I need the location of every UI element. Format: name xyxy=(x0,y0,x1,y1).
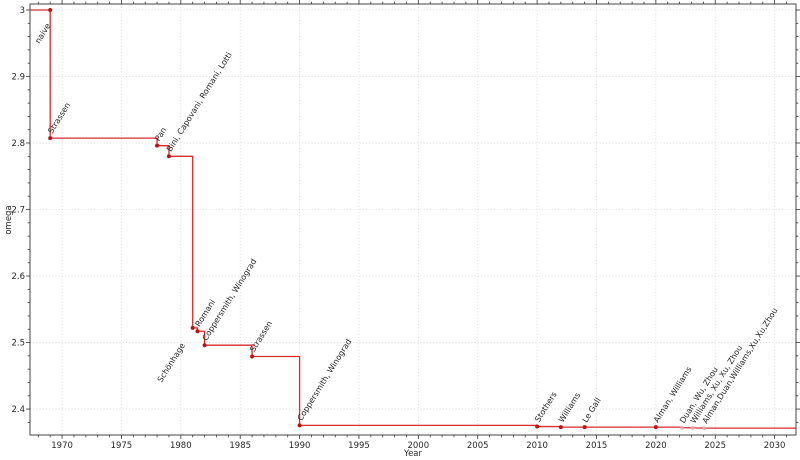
data-point-markers xyxy=(48,7,707,430)
data-point xyxy=(297,423,302,428)
x-tick-label: 1985 xyxy=(229,441,251,451)
data-point xyxy=(582,425,587,430)
point-label: Le Gall xyxy=(581,396,603,424)
data-point xyxy=(680,425,684,430)
axes-and-ticks xyxy=(26,0,800,439)
point-label: Schönhage xyxy=(156,341,187,384)
omega-step-line xyxy=(30,9,796,429)
x-tick-label: 1995 xyxy=(348,441,370,451)
x-tick-label: 2000 xyxy=(407,441,429,451)
step-line-series xyxy=(30,9,796,429)
x-tick-label: 2015 xyxy=(586,441,608,451)
x-tick-label: 2025 xyxy=(704,441,726,451)
x-tick-label: 1980 xyxy=(170,441,192,451)
data-point xyxy=(535,424,540,429)
y-tick-label: 3 xyxy=(20,6,25,16)
y-tick-label: 2.6 xyxy=(11,272,25,282)
data-point xyxy=(48,136,53,141)
gridlines xyxy=(30,4,796,435)
x-tick-label: 2005 xyxy=(467,441,489,451)
y-axis-label: omega xyxy=(4,205,14,234)
plot-spines xyxy=(29,3,797,436)
data-point xyxy=(166,154,171,159)
x-tick-label: 2030 xyxy=(764,441,786,451)
data-point xyxy=(702,426,707,430)
tick-labels: 1970 1975 1980 1985 1990 1995 2000 2005 2010 2015… xyxy=(11,6,785,451)
data-point xyxy=(202,343,207,348)
x-tick-label: 2010 xyxy=(526,441,548,451)
data-point xyxy=(250,354,255,359)
data-point xyxy=(195,329,200,334)
x-tick-label: 1970 xyxy=(51,441,73,451)
data-point xyxy=(48,7,53,12)
x-tick-label: 2020 xyxy=(645,441,667,451)
point-label: Williams xyxy=(557,391,582,424)
y-tick-label: 2.4 xyxy=(11,405,25,415)
data-point xyxy=(558,425,563,430)
point-label: Williams, Xu, Xu, Zhou xyxy=(689,344,745,425)
y-tick-label: 2.8 xyxy=(11,139,25,149)
point-label: Pan xyxy=(153,126,168,143)
point-label: Bini, Capovani, Romani, Lotti xyxy=(165,51,234,154)
data-point xyxy=(155,143,160,148)
point-label: Coppersmith, Winograd xyxy=(296,337,354,422)
data-point xyxy=(653,425,658,430)
y-tick-label: 2.7 xyxy=(11,206,25,216)
point-label: Strassen xyxy=(248,319,274,353)
x-tick-label: 1990 xyxy=(289,441,311,451)
x-axis-label: Year xyxy=(403,449,423,459)
data-point xyxy=(690,426,695,430)
data-point xyxy=(190,325,195,330)
x-tick-label: 1975 xyxy=(111,441,133,451)
y-tick-label: 2.5 xyxy=(11,339,25,349)
y-tick-label: 2.9 xyxy=(11,73,25,83)
